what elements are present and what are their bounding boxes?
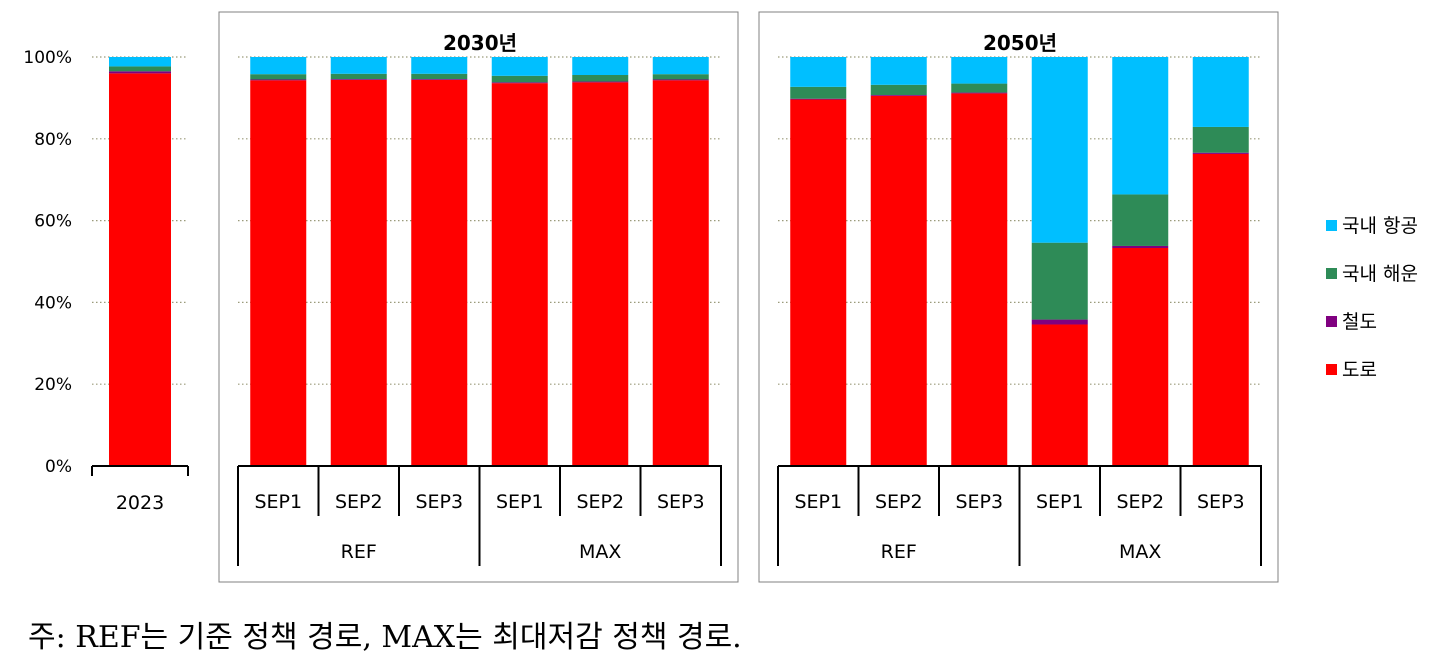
- bar-segment-국내-해운: [1031, 242, 1088, 320]
- bar-segment-도로: [1112, 248, 1169, 466]
- bar-segment-도로: [1031, 324, 1088, 466]
- y-tick-label: 20%: [34, 375, 72, 395]
- bar-segment-철도: [1031, 319, 1088, 325]
- bar-segment-국내-해운: [790, 86, 847, 99]
- bar-segment-철도: [411, 79, 468, 80]
- bar-segment-국내-해운: [652, 74, 709, 80]
- bar-segment-철도: [652, 79, 709, 81]
- category-label: SEP2: [1116, 491, 1164, 513]
- bar-segment-국내-해운: [250, 74, 307, 80]
- y-tick-label: 40%: [34, 293, 72, 313]
- bar-segment-철도: [250, 79, 307, 81]
- bar-segment-국내-항공: [1031, 57, 1088, 243]
- bar-segment-국내-항공: [572, 57, 629, 75]
- legend-swatch-국내-항공: [1326, 220, 1337, 231]
- bar-segment-국내-항공: [1192, 57, 1249, 127]
- legend-label: 국내 항공: [1342, 215, 1418, 237]
- bar-segment-국내-항공: [109, 57, 171, 67]
- bar-segment-국내-해운: [491, 75, 548, 83]
- bar-segment-철도: [1112, 245, 1169, 249]
- bar-segment-도로: [250, 80, 307, 467]
- group-label: REF: [341, 541, 377, 563]
- category-label: SEP2: [576, 491, 624, 513]
- bar-segment-국내-해운: [1112, 194, 1169, 246]
- bar-segment-철도: [572, 81, 629, 83]
- bar-segment-철도: [951, 92, 1008, 94]
- y-tick-label: 60%: [34, 212, 72, 232]
- category-label: SEP2: [875, 491, 923, 513]
- category-label: SEP3: [1197, 491, 1245, 513]
- bar-segment-국내-항공: [870, 57, 927, 85]
- bar-segment-도로: [572, 82, 629, 466]
- chart: 0% 20% 40% 60% 80% 100% 2023 2030년 SEP1 SEP2 SEP3 S…: [23, 11, 1418, 583]
- bar-segment-국내-항공: [652, 57, 709, 75]
- bar-segment-국내-항공: [951, 57, 1008, 84]
- legend-swatch-철도: [1326, 316, 1337, 327]
- bar-segment-국내-항공: [491, 57, 548, 76]
- y-tick-label: 80%: [34, 130, 72, 150]
- panel-2050-title: 2050년: [983, 31, 1057, 55]
- category-label: SEP2: [335, 491, 383, 513]
- category-label: SEP3: [415, 491, 463, 513]
- bar-segment-도로: [652, 80, 709, 467]
- bar-segment-국내-항공: [330, 57, 387, 74]
- bar-segment-국내-항공: [1112, 57, 1169, 195]
- bar-segment-국내-해운: [870, 84, 927, 96]
- y-tick-label: 0%: [45, 457, 72, 477]
- bar-segment-국내-해운: [330, 73, 387, 80]
- footnote: 주: REF는 기준 정책 경로, MAX는 최대저감 정책 경로.: [28, 620, 742, 655]
- category-label: SEP1: [254, 491, 302, 513]
- category-label: SEP3: [657, 491, 705, 513]
- bar-segment-도로: [951, 93, 1008, 466]
- bar-segment-국내-항공: [250, 57, 307, 75]
- legend-swatch-국내-해운: [1326, 268, 1337, 279]
- category-label: SEP1: [1036, 491, 1084, 513]
- category-label: SEP1: [794, 491, 842, 513]
- category-label: SEP1: [496, 491, 544, 513]
- bar-segment-도로: [330, 79, 387, 467]
- panel-2030-frame: [218, 11, 739, 583]
- category-label: 2023: [116, 492, 164, 514]
- legend-label: 도로: [1342, 359, 1377, 381]
- bar-segment-도로: [1192, 153, 1249, 467]
- bar-segment-국내-해운: [951, 83, 1008, 93]
- bar-segment-철도: [1192, 152, 1249, 154]
- bar-segment-국내-항공: [411, 57, 468, 74]
- bar-segment-도로: [411, 79, 468, 467]
- bar-segment-철도: [330, 79, 387, 80]
- bar-segment-철도: [491, 82, 548, 84]
- bar-segment-국내-해운: [109, 66, 171, 72]
- group-label: MAX: [1119, 541, 1161, 563]
- bar-segment-도로: [870, 95, 927, 466]
- bar-segment-국내-항공: [790, 57, 847, 87]
- group-label: MAX: [579, 541, 621, 563]
- y-tick-label: 100%: [23, 48, 72, 68]
- bar-segment-국내-해운: [411, 73, 468, 80]
- bar-segment-도로: [109, 73, 171, 467]
- legend-label: 철도: [1342, 311, 1377, 333]
- bar-segment-철도: [109, 71, 171, 74]
- bar-segment-도로: [790, 99, 847, 466]
- panel-2030-title: 2030년: [443, 31, 517, 55]
- bar-segment-철도: [870, 95, 927, 96]
- legend-label: 국내 해운: [1342, 263, 1418, 285]
- panel-2050-frame: [758, 11, 1279, 583]
- bar-segment-국내-해운: [1192, 126, 1249, 153]
- category-label: SEP3: [955, 491, 1003, 513]
- bar-segment-국내-해운: [572, 74, 629, 82]
- bar-segment-철도: [790, 98, 847, 100]
- bar-segment-도로: [491, 83, 548, 467]
- legend-swatch-도로: [1326, 364, 1337, 375]
- group-label: REF: [881, 541, 917, 563]
